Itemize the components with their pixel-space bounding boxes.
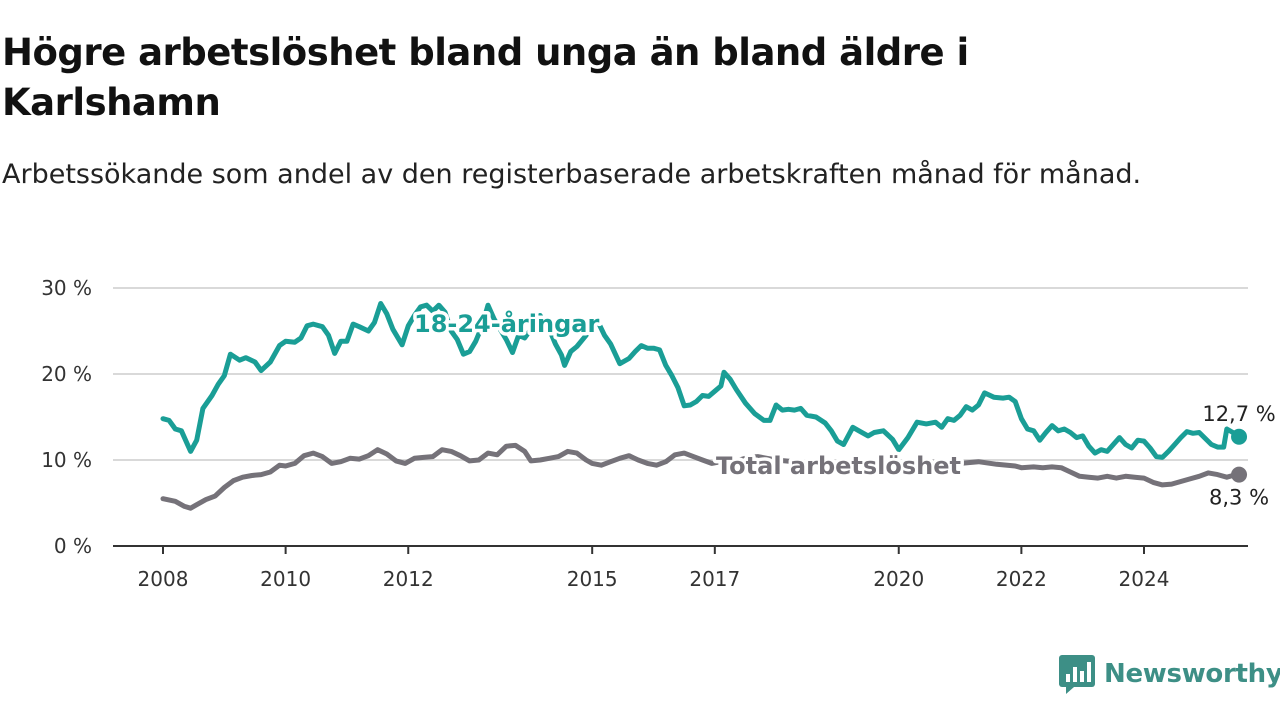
x-tick-label: 2010 [260,567,311,590]
newsworthy-logo-icon [1059,655,1095,694]
x-tick-label: 2022 [996,567,1047,590]
x-tick-label: 2024 [1119,567,1170,590]
gridlines [113,287,1248,461]
y-tick-label: 0 % [54,534,92,558]
series-label-halo: Total arbetslöshet [716,452,961,480]
brand-logo: Newsworthy [1058,652,1280,696]
series-line [160,301,1242,460]
series-lines [160,301,1248,511]
series-end-value: 8,3 % [1209,486,1269,510]
y-tick-label: 10 % [41,448,92,472]
chart-title: Högre arbetslöshet bland unga än bland ä… [2,31,969,124]
series-label: 18-24-åringar [414,309,599,338]
y-tick-label: 20 % [41,362,92,386]
series-end-marker [1231,428,1248,445]
y-tick-label: 30 % [41,276,92,300]
line-chart: 0 % 10 % 20 % 30 % 2008 2010 2012 2015 2017 2020… [41,276,1276,590]
x-tick-label: 2020 [873,567,924,590]
chart-subtitle: Arbetssökande som andel av den registerb… [2,159,1142,190]
series-label: Total arbetslöshet [716,452,961,480]
x-axis-ticks: 2008 2010 2012 2015 2017 2020 2022 2024 [138,546,1170,590]
series-end-marker [1231,466,1248,483]
x-tick-label: 2008 [138,567,189,590]
x-tick-label: 2012 [383,567,434,590]
brand-name: Newsworthy [1104,659,1280,689]
x-tick-label: 2015 [567,567,618,590]
y-axis-ticks: 0 % 10 % 20 % 30 % [41,276,92,558]
series-end-value: 12,7 % [1202,402,1275,426]
series-line [160,442,1242,511]
series-label-halo: 18-24-åringar [414,309,599,338]
x-tick-label: 2017 [689,567,740,590]
